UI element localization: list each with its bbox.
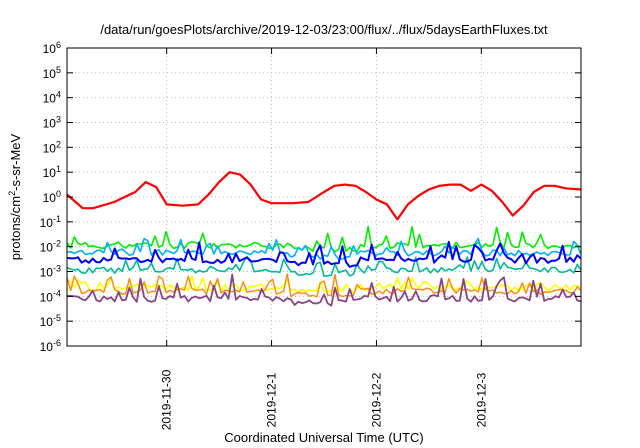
data-series (66, 171, 582, 307)
y-axis-ticks: 106 105 104 103 102 101 100 10-1 10-2 10-3 10-4 10-… (40, 40, 581, 354)
x-tick-label: 2019-12-1 (265, 372, 279, 427)
grid-lines (67, 48, 581, 346)
x-axis-label: Coordinated Universal Time (UTC) (224, 430, 423, 445)
x-axis-ticks: 2019-11-30 2019-12-1 2019-12-2 2019-12-3 (160, 48, 488, 430)
y-tick-label: 10-5 (40, 313, 61, 329)
y-axis-label: protons/cm2-s-sr-MeV (7, 133, 23, 260)
y-tick-label: 101 (43, 164, 61, 180)
x-tick-label: 2019-12-3 (474, 372, 488, 427)
y-tick-label: 10-4 (40, 288, 61, 304)
y-tick-label: 105 (43, 65, 61, 81)
y-tick-label: 103 (43, 115, 61, 131)
flux-series-line (66, 240, 582, 268)
y-tick-label: 10-1 (40, 214, 61, 230)
y-tick-label: 106 (43, 40, 61, 56)
y-tick-label: 10-3 (40, 264, 61, 280)
flux-series-line (66, 273, 582, 307)
flux-series-line (66, 255, 582, 278)
y-tick-label: 104 (43, 90, 61, 106)
x-tick-label: 2019-11-30 (160, 369, 174, 430)
flux-series-line (66, 237, 582, 261)
y-tick-label: 10-6 (40, 338, 61, 354)
x-tick-label: 2019-12-2 (369, 372, 383, 427)
y-tick-label: 100 (43, 189, 61, 205)
chart-title: /data/run/goesPlots/archive/2019-12-03/2… (100, 22, 548, 37)
flux-series-line (66, 225, 582, 253)
flux-series-line (66, 171, 582, 221)
y-tick-label: 102 (43, 139, 61, 155)
y-tick-label: 10-2 (40, 239, 61, 255)
